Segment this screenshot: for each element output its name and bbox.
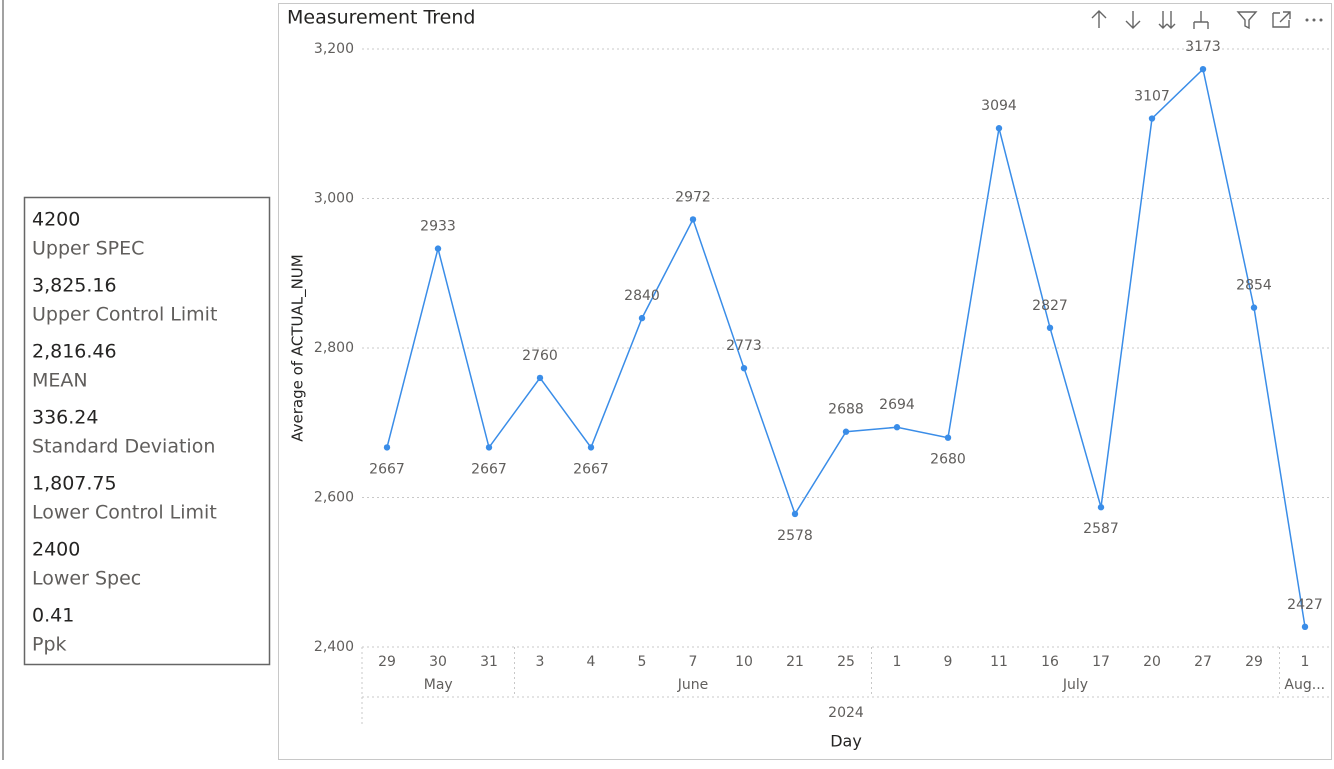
y-tick-label: 2,400 <box>314 639 354 655</box>
x-tick-label: 4 <box>587 654 596 670</box>
x-tick-label: 17 <box>1092 654 1110 670</box>
data-point <box>1250 304 1258 311</box>
data-point <box>995 125 1003 132</box>
card-value: 2,816.46 <box>32 341 117 363</box>
next-level-icon[interactable] <box>1158 11 1176 29</box>
data-label: 2972 <box>675 189 711 205</box>
data-label: 2854 <box>1236 278 1272 294</box>
data-point <box>944 434 952 441</box>
expand-icon[interactable] <box>1193 11 1209 29</box>
data-label: 2827 <box>1032 298 1068 314</box>
data-label: 2840 <box>624 288 660 304</box>
data-label: 2667 <box>573 461 609 477</box>
x-axis-title: Day <box>830 732 862 751</box>
data-label: 2694 <box>879 397 915 413</box>
year-label: 2024 <box>828 705 864 721</box>
card-label: Upper Control Limit <box>32 304 217 326</box>
x-tick-label: 29 <box>378 654 396 670</box>
y-tick-label: 2,800 <box>314 340 354 356</box>
card-value: 3,825.16 <box>32 275 117 297</box>
x-tick-label: 1 <box>893 654 902 670</box>
x-tick-label: 9 <box>944 654 953 670</box>
data-label: 3094 <box>981 98 1017 114</box>
card-label: Lower Control Limit <box>32 502 217 524</box>
data-point <box>587 444 595 451</box>
x-tick-label: 3 <box>536 654 545 670</box>
data-label: 2587 <box>1083 521 1119 537</box>
data-point <box>383 444 391 451</box>
focus-icon[interactable] <box>1272 11 1291 28</box>
data-label: 2760 <box>522 348 558 364</box>
data-point <box>1301 623 1309 631</box>
month-label: July <box>1062 677 1088 693</box>
data-point <box>740 364 748 372</box>
x-tick-label: 16 <box>1041 654 1059 670</box>
data-label: 3173 <box>1185 39 1221 55</box>
data-point <box>1148 115 1156 122</box>
y-tick-label: 2,600 <box>314 490 354 506</box>
y-tick-label: 3,000 <box>314 191 354 207</box>
chart-title: Measurement Trend <box>287 7 475 29</box>
card-panel <box>23 196 271 666</box>
drill-down-icon[interactable] <box>1125 11 1141 29</box>
data-label: 2773 <box>726 338 762 354</box>
data-point <box>842 428 850 435</box>
month-label: May <box>424 677 453 693</box>
x-tick-label: 20 <box>1143 654 1161 670</box>
data-label: 2680 <box>930 452 966 468</box>
x-tick-label: 11 <box>990 654 1008 670</box>
more-icon[interactable] <box>1305 18 1323 22</box>
data-point <box>485 444 493 451</box>
visual-header-icons[interactable] <box>1091 10 1323 30</box>
card-value: 1,807.75 <box>32 473 117 495</box>
x-tick-label: 25 <box>837 654 855 670</box>
data-point <box>1097 504 1105 511</box>
data-label: 2427 <box>1287 597 1323 613</box>
y-axis-title: Average of ACTUAL_NUM <box>289 254 308 441</box>
data-point <box>638 314 646 322</box>
filter-icon[interactable] <box>1236 11 1258 30</box>
data-point <box>1046 324 1054 332</box>
data-point <box>434 245 442 252</box>
drill-up-icon[interactable] <box>1091 10 1107 28</box>
x-tick-label: 29 <box>1245 654 1263 670</box>
x-tick-label: 31 <box>480 654 498 670</box>
card-label: MEAN <box>32 370 88 392</box>
card-label: Lower Spec <box>32 568 141 590</box>
y-tick-label: 3,200 <box>314 41 354 57</box>
data-point <box>536 374 544 382</box>
data-label: 2667 <box>471 461 507 477</box>
card-label: Ppk <box>32 634 67 656</box>
data-point <box>1199 65 1207 73</box>
data-label: 2667 <box>369 461 405 477</box>
card-label: Standard Deviation <box>32 436 215 458</box>
data-point <box>791 510 799 518</box>
x-tick-label: 7 <box>689 654 698 670</box>
card-value: 0.41 <box>32 605 74 627</box>
card-value: 4200 <box>32 209 80 231</box>
x-tick-label: 27 <box>1194 654 1212 670</box>
visual-border <box>278 3 1332 760</box>
card-value: 336.24 <box>32 407 98 429</box>
card-value: 2400 <box>32 539 80 561</box>
x-tick-label: 30 <box>429 654 447 670</box>
data-label: 3107 <box>1134 89 1170 105</box>
data-point <box>689 216 697 223</box>
data-label: 2933 <box>420 219 456 235</box>
data-label: 2578 <box>777 528 813 544</box>
month-label: Aug... <box>1284 677 1325 693</box>
x-tick-label: 5 <box>638 654 647 670</box>
x-tick-label: 1 <box>1301 654 1310 670</box>
data-label: 2688 <box>828 402 864 418</box>
x-tick-label: 21 <box>786 654 804 670</box>
data-point <box>893 424 901 431</box>
month-label: June <box>677 677 709 693</box>
card-label: Upper SPEC <box>32 238 144 260</box>
x-tick-label: 10 <box>735 654 753 670</box>
